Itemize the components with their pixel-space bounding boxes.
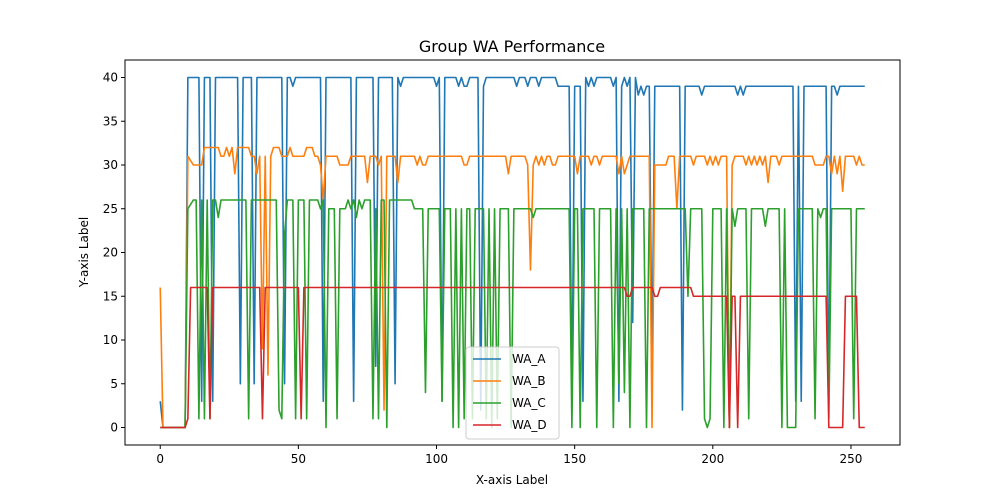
y-axis-label: Y-axis Label [77, 217, 91, 288]
legend-label: WA_D [512, 418, 547, 432]
series-layer [159, 76, 865, 429]
y-tick-label: 40 [103, 71, 118, 85]
chart-title: Group WA Performance [419, 37, 605, 56]
x-tick-label: 50 [291, 452, 306, 466]
y-tick-label: 5 [110, 377, 118, 391]
series-line-wa-a [159, 76, 865, 429]
y-tick-label: 20 [103, 246, 118, 260]
y-tick-label: 0 [110, 421, 118, 435]
y-tick-label: 30 [103, 158, 118, 172]
y-tick-label: 15 [103, 289, 118, 303]
legend: WA_A WA_B WA_C WA_D [465, 346, 560, 440]
legend-label: WA_B [512, 374, 546, 388]
x-axis-ticks: 0 50 100 150 200 250 [156, 445, 862, 466]
y-tick-label: 10 [103, 333, 118, 347]
series-line-wa-d [160, 286, 865, 429]
y-tick-label: 35 [103, 114, 118, 128]
x-axis-label: X-axis Label [476, 473, 548, 487]
x-tick-label: 200 [701, 452, 724, 466]
y-axis-ticks: 0 5 10 15 20 25 30 35 40 [103, 71, 125, 435]
x-tick-label: 0 [156, 452, 164, 466]
series-line-wa-b [159, 146, 865, 429]
y-tick-label: 25 [103, 202, 118, 216]
x-tick-label: 150 [563, 452, 586, 466]
legend-label: WA_A [512, 352, 546, 366]
legend-label: WA_C [512, 396, 546, 410]
series-line-wa-c [160, 199, 865, 429]
legend-box [465, 346, 560, 440]
x-tick-label: 250 [840, 452, 863, 466]
x-tick-label: 100 [425, 452, 448, 466]
